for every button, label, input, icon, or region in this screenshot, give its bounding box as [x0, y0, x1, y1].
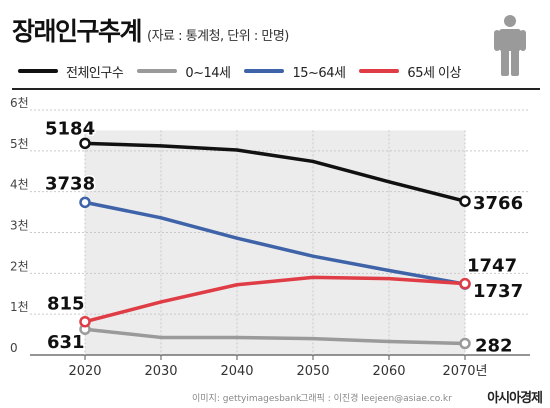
footer: 이미지: gettyimagesbank 그래픽 : 이진경 leejeen@a… — [0, 385, 550, 408]
chart-subtitle: (자료 : 통계청, 단위 : 만명) — [147, 29, 289, 44]
y-tick-label: 4천 — [10, 177, 29, 192]
x-tick-label: 2060 — [372, 364, 405, 379]
data-label-age-0-14: 282 — [475, 335, 513, 356]
data-point-age-65-plus — [459, 277, 471, 290]
legend-label-total: 전체인구수 — [66, 65, 124, 81]
header-rule — [12, 88, 540, 90]
line-chart: 0 1천 2천 3천 4천 5천 6천 2020 2030 2040 2050 2060 2070년 51… — [10, 95, 530, 379]
image-credit: 이미지: gettyimagesbank — [192, 394, 302, 404]
plot-area-band — [85, 130, 465, 355]
y-tick-label: 5천 — [10, 136, 29, 151]
x-tick-label: 2050 — [296, 364, 329, 379]
data-label-age-15-64: 1737 — [473, 281, 523, 302]
x-tick-label: 2020 — [68, 364, 101, 379]
data-label-total: 5184 — [45, 118, 95, 139]
data-point-age-15-64 — [79, 196, 91, 209]
legend-swatch-age-15-64 — [244, 69, 285, 73]
data-label-age-0-14: 631 — [47, 332, 85, 353]
data-point-total — [79, 137, 91, 150]
legend-swatch-age-65-plus — [359, 69, 400, 73]
series-line-age-65-plus — [83, 275, 467, 324]
y-tick-label: 3천 — [10, 218, 29, 233]
data-point-age-0-14 — [459, 337, 471, 350]
data-label-age-65-plus: 815 — [47, 294, 85, 315]
x-tick-label: 2070년 — [442, 364, 487, 379]
y-tick-label: 6천 — [10, 95, 29, 110]
legend-label-age-0-14: 0~14세 — [185, 65, 231, 81]
x-tick-label: 2030 — [144, 364, 177, 379]
chart-legend: 전체인구수 0~14세 15~64세 65세 이상 — [18, 60, 533, 82]
graphic-credit: 그래픽 : 이진경 leejeen@asiae.co.kr — [300, 394, 452, 404]
data-label-age-65-plus: 1747 — [467, 256, 517, 277]
y-tick-label: 1천 — [10, 299, 29, 314]
legend-label-age-65-plus: 65세 이상 — [407, 65, 461, 81]
y-tick-label: 0 — [10, 341, 18, 355]
title-row: 장래인구추계 (자료 : 통계청, 단위 : 만명) — [12, 12, 289, 46]
data-label-total: 3766 — [473, 193, 523, 214]
data-point-total — [459, 195, 471, 207]
legend-swatch-total — [18, 69, 58, 73]
legend-item-age-0-14: 0~14세 — [137, 62, 231, 81]
y-tick-label: 2천 — [10, 258, 29, 273]
series-line-age-0-14 — [83, 327, 467, 346]
legend-item-age-65-plus: 65세 이상 — [359, 62, 461, 81]
data-point-age-65-plus — [79, 315, 91, 328]
legend-item-total: 전체인구수 — [18, 62, 124, 81]
legend-item-age-15-64: 15~64세 — [244, 62, 346, 81]
series-line-total — [83, 141, 467, 203]
legend-swatch-age-0-14 — [137, 69, 178, 73]
legend-label-age-15-64: 15~64세 — [292, 65, 346, 81]
chart-title: 장래인구추계 — [12, 17, 143, 46]
data-label-age-15-64: 3738 — [45, 173, 95, 194]
brand-logo: 아시아경제 — [487, 391, 543, 406]
series-line-age-15-64 — [83, 200, 467, 286]
x-tick-label: 2040 — [220, 364, 253, 379]
person-silhouette-icon — [494, 15, 526, 76]
